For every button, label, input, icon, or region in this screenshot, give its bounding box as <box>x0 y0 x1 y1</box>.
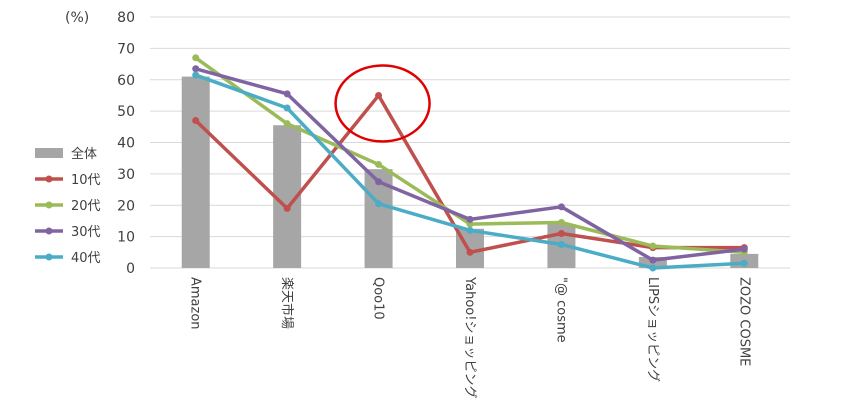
category-label: Qoo10 <box>371 277 386 320</box>
data-point <box>375 178 383 186</box>
data-point <box>283 104 291 112</box>
category-label: Yahoo!ショッピング <box>462 276 477 398</box>
data-point <box>375 91 383 99</box>
legend-label: 10代 <box>71 173 101 188</box>
data-point <box>649 242 657 250</box>
data-point <box>557 219 565 227</box>
category-label: 楽天市場 <box>279 277 295 329</box>
legend: 全体 10代 20代 30代 40代 <box>35 146 101 266</box>
category-label: Amazon <box>188 277 203 330</box>
line-series <box>192 54 748 272</box>
data-point <box>192 71 200 79</box>
data-point <box>192 54 200 62</box>
data-point <box>557 240 565 248</box>
category-label: ZOZO COSME <box>736 277 751 366</box>
data-point <box>740 259 748 267</box>
data-point <box>192 65 200 73</box>
y-tick-label: 80 <box>117 10 135 26</box>
legend-swatch <box>35 148 63 158</box>
data-point <box>375 160 383 168</box>
category-labels: Amazon 楽天市場 Qoo10 Yahoo!ショッピング "@ cosme LIPSシ… <box>188 276 752 398</box>
y-tick-label: 30 <box>117 167 135 183</box>
y-tick-labels: 0 10 20 30 40 50 60 70 80 <box>117 10 135 277</box>
y-tick-label: 50 <box>117 104 135 120</box>
gridlines <box>150 16 790 269</box>
highlight <box>334 64 431 143</box>
y-tick-label: 0 <box>126 261 135 277</box>
data-point <box>466 215 474 223</box>
y-tick-label: 20 <box>117 198 135 214</box>
data-point <box>283 90 291 98</box>
data-point <box>283 204 291 212</box>
data-point <box>649 264 657 272</box>
y-unit-label: (%) <box>65 10 89 26</box>
legend-label: 全体 <box>71 146 97 162</box>
bar <box>181 76 210 268</box>
category-label: "@ cosme <box>553 277 568 343</box>
data-point <box>557 203 565 211</box>
data-point <box>557 229 565 237</box>
y-tick-label: 40 <box>117 136 135 152</box>
legend-marker <box>45 175 53 183</box>
legend-marker <box>45 253 53 261</box>
data-point <box>283 120 291 128</box>
y-tick-label: 60 <box>117 73 135 89</box>
legend-marker <box>45 227 53 235</box>
legend-label: 30代 <box>71 225 101 240</box>
bar-series <box>181 76 759 269</box>
data-point <box>466 248 474 256</box>
data-point <box>466 226 474 234</box>
legend-marker <box>45 201 53 209</box>
highlight-ellipse <box>334 64 431 143</box>
data-point <box>649 256 657 264</box>
legend-label: 20代 <box>71 199 101 214</box>
legend-label: 40代 <box>71 251 101 266</box>
data-point <box>375 200 383 208</box>
y-tick-label: 70 <box>117 41 135 57</box>
category-label: LIPSショッピング <box>645 277 660 382</box>
y-tick-label: 10 <box>117 230 135 246</box>
data-point <box>192 117 200 125</box>
data-point <box>740 245 748 253</box>
